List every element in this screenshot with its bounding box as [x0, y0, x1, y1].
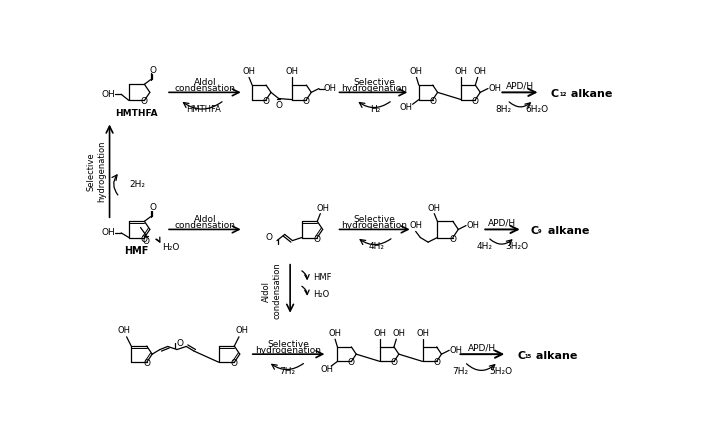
- Text: APD/H: APD/H: [489, 219, 517, 228]
- Text: O: O: [433, 358, 440, 368]
- Text: OH: OH: [117, 326, 130, 335]
- Text: O: O: [472, 97, 479, 106]
- Text: O: O: [348, 358, 354, 368]
- Text: alkane: alkane: [532, 351, 577, 361]
- Text: Aldol
condensation: Aldol condensation: [262, 262, 281, 320]
- Text: OH: OH: [410, 68, 423, 76]
- Text: OH: OH: [409, 221, 422, 230]
- Text: OH: OH: [242, 68, 255, 76]
- Text: OH: OH: [102, 90, 116, 99]
- Text: C: C: [517, 351, 525, 361]
- Text: OH: OH: [400, 103, 413, 112]
- Text: H₂O: H₂O: [162, 243, 179, 252]
- Text: H₂: H₂: [370, 105, 381, 114]
- Text: OH: OH: [102, 228, 116, 237]
- Text: O: O: [177, 339, 184, 348]
- Text: O: O: [391, 358, 398, 368]
- Text: 4H₂: 4H₂: [368, 242, 384, 251]
- Text: Aldol: Aldol: [194, 215, 216, 224]
- Text: hydrogenation: hydrogenation: [342, 221, 408, 230]
- Text: OH: OH: [455, 68, 468, 76]
- Text: O: O: [143, 359, 150, 368]
- Text: O: O: [265, 233, 272, 242]
- Text: O: O: [262, 97, 269, 106]
- Text: HMTHFA: HMTHFA: [186, 105, 220, 114]
- Text: ₉: ₉: [538, 226, 542, 235]
- Text: O: O: [150, 66, 157, 75]
- Text: OH: OH: [235, 326, 249, 335]
- Text: OH: OH: [467, 221, 479, 230]
- Text: O: O: [314, 235, 320, 244]
- Text: hydrogenation: hydrogenation: [255, 346, 322, 355]
- Text: ₁₂: ₁₂: [560, 89, 567, 99]
- Text: OH: OH: [320, 364, 333, 374]
- Text: OH: OH: [392, 329, 405, 338]
- Text: HMF: HMF: [125, 246, 149, 256]
- Text: Selective: Selective: [354, 215, 396, 224]
- Text: O: O: [150, 203, 157, 212]
- Text: 4H₂: 4H₂: [476, 242, 493, 251]
- Text: alkane: alkane: [566, 89, 612, 99]
- Text: 8H₂: 8H₂: [495, 105, 511, 114]
- Text: H₂O: H₂O: [313, 290, 330, 300]
- Text: OH: OH: [489, 84, 501, 93]
- Text: Aldol: Aldol: [194, 78, 216, 87]
- Text: C: C: [550, 89, 559, 99]
- Text: APD/H: APD/H: [506, 82, 535, 91]
- Text: hydrogenation: hydrogenation: [341, 84, 407, 93]
- Text: ₁₅: ₁₅: [525, 351, 532, 360]
- Text: condensation: condensation: [174, 84, 235, 93]
- Text: HMF: HMF: [313, 272, 332, 282]
- Text: O: O: [143, 237, 150, 246]
- Text: O: O: [231, 359, 238, 368]
- Text: O: O: [429, 97, 436, 106]
- Text: OH: OH: [286, 68, 299, 76]
- Text: 2H₂: 2H₂: [129, 180, 145, 189]
- Text: O: O: [141, 235, 148, 244]
- Text: OH: OH: [328, 329, 342, 338]
- Text: Selective
hydrogenation: Selective hydrogenation: [86, 141, 106, 202]
- Text: Selective: Selective: [267, 340, 310, 349]
- Text: OH: OH: [323, 84, 336, 93]
- Text: 3H₂O: 3H₂O: [506, 242, 529, 251]
- Text: alkane: alkane: [545, 226, 590, 236]
- Text: condensation: condensation: [174, 221, 235, 230]
- Text: 7H₂: 7H₂: [279, 367, 295, 375]
- Text: 6H₂O: 6H₂O: [525, 105, 548, 114]
- Text: OH: OH: [374, 329, 386, 338]
- Text: O: O: [275, 101, 282, 110]
- Text: O: O: [450, 235, 457, 244]
- Text: O: O: [303, 97, 310, 106]
- Text: APD/H: APD/H: [468, 344, 496, 352]
- Text: HMTHFA: HMTHFA: [116, 109, 158, 119]
- Text: O: O: [141, 98, 148, 106]
- Text: OH: OH: [450, 346, 463, 355]
- Text: OH: OH: [317, 204, 330, 213]
- Text: OH: OH: [428, 204, 441, 213]
- Text: C: C: [530, 226, 539, 236]
- Text: 5H₂O: 5H₂O: [489, 367, 513, 375]
- Text: OH: OH: [474, 68, 486, 76]
- Text: OH: OH: [416, 329, 429, 338]
- Text: Selective: Selective: [353, 78, 395, 87]
- Text: 7H₂: 7H₂: [452, 367, 469, 375]
